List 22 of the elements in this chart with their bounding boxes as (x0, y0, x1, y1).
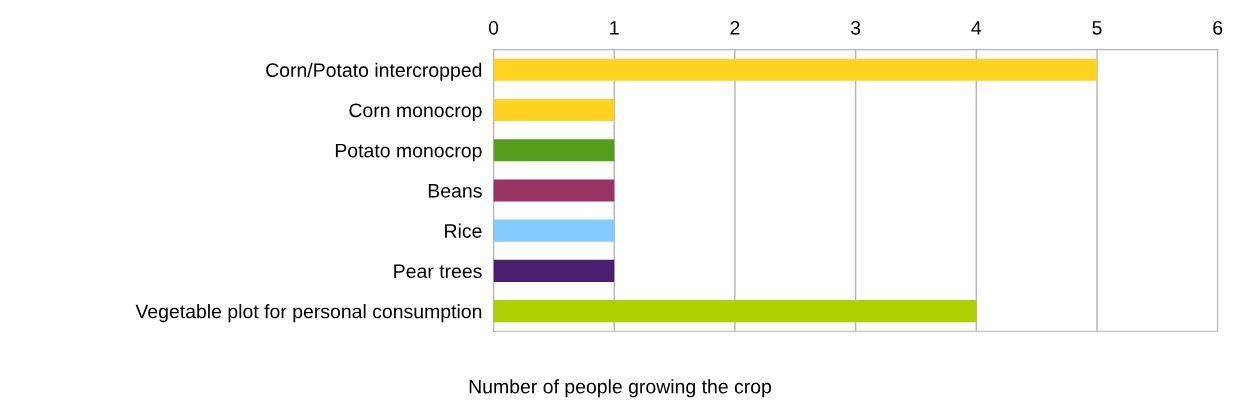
x-tick-label: 5 (1092, 21, 1102, 35)
x-tick-label: 2 (730, 20, 740, 35)
y-tick-label: Corn/Potato intercropped (266, 62, 482, 81)
x-tick-label: 6 (1213, 20, 1223, 35)
bar (493, 219, 615, 242)
y-tick-label: Potato monocrop (335, 143, 482, 162)
bar (493, 300, 977, 323)
y-tick-label: Beans (428, 184, 482, 198)
bar (493, 58, 1097, 81)
bar (493, 259, 615, 282)
x-tick-label: 0 (488, 20, 499, 35)
x-axis-title: Number of people growing the crop (469, 379, 772, 398)
x-tick-label: 1 (610, 21, 619, 35)
x-tick-label: 3 (850, 20, 861, 35)
y-tick-label: Pear trees (394, 264, 482, 279)
y-tick-label: Corn monocrop (349, 103, 482, 122)
bar (493, 179, 615, 202)
y-tick-label: Vegetable plot for personal consumption (135, 304, 482, 323)
bar (493, 139, 615, 162)
x-tick-label: 4 (971, 21, 982, 35)
bar (493, 98, 615, 122)
y-tick-label: Rice (445, 223, 482, 238)
